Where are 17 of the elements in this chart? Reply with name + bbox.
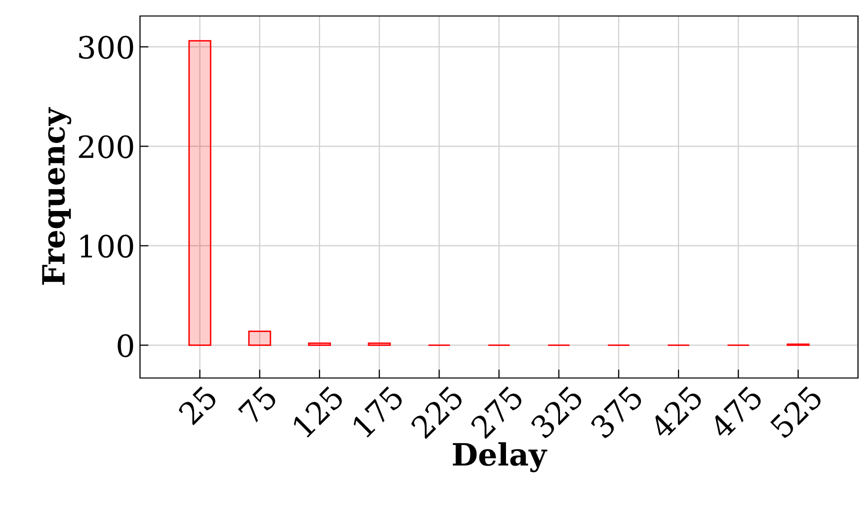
x-tick-label: 175: [351, 384, 405, 438]
x-tick-label: 25: [177, 384, 218, 426]
y-axis-title: Frequency: [42, 107, 72, 285]
x-tick-label: 325: [530, 384, 584, 440]
x-axis-title: Delay: [452, 442, 548, 472]
y-tick-label: 200: [78, 135, 134, 158]
y-tick-label: 100: [80, 234, 134, 258]
x-tick-label: 525: [769, 384, 824, 439]
x-tick-label: 125: [291, 384, 345, 438]
bar: [248, 330, 272, 346]
bar: [188, 40, 212, 346]
y-tick-label: 0: [118, 334, 134, 358]
x-tick-label: 425: [648, 384, 704, 440]
y-tick-label: 300: [79, 36, 134, 59]
x-tick-label: 475: [708, 384, 764, 440]
x-tick-label: 75: [238, 385, 278, 426]
x-tick-label: 375: [590, 384, 644, 440]
